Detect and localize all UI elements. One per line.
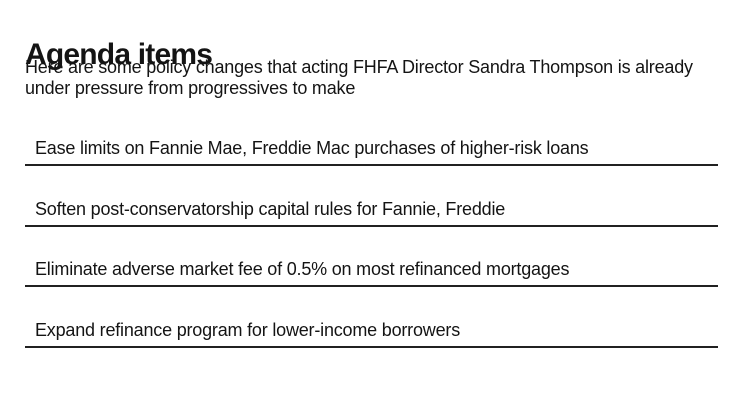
page-subtitle: Here are some policy changes that acting… — [25, 57, 693, 99]
page-title: Agenda items — [25, 38, 213, 72]
agenda-item-ease-limits: Ease limits on Fannie Mae, Freddie Mac p… — [25, 137, 718, 166]
subtitle-line-1: Here are some policy changes that acting… — [25, 57, 693, 77]
agenda-item-eliminate-adverse-fee: Eliminate adverse market fee of 0.5% on … — [25, 258, 718, 287]
agenda-item-expand-refinance: Expand refinance program for lower-incom… — [25, 319, 718, 348]
subtitle-line-2: under pressure from progressives to make — [25, 78, 356, 98]
agenda-item-soften-capital-rules: Soften post-conservatorship capital rule… — [25, 198, 718, 227]
